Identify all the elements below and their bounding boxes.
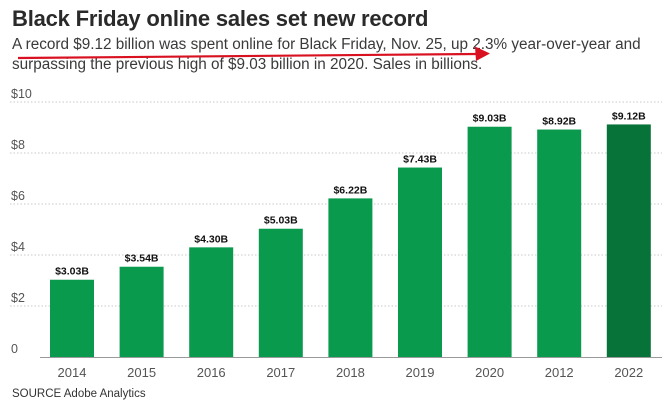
x-tick-label: 2019 bbox=[406, 365, 435, 380]
bar bbox=[119, 266, 164, 357]
y-axis-tick-labels: 0 $2 $4 $6 $8 $10 bbox=[11, 87, 32, 356]
bar-value-label: $3.03B bbox=[55, 266, 89, 278]
x-tick-label: 2016 bbox=[197, 365, 226, 380]
bar-value-label: $7.43B bbox=[403, 154, 437, 166]
y-tick-label: $4 bbox=[11, 240, 25, 254]
x-tick-label: 2022 bbox=[614, 365, 643, 380]
y-tick-label: $6 bbox=[11, 189, 25, 203]
bar bbox=[189, 247, 234, 357]
bar-value-label: $3.54B bbox=[125, 253, 159, 265]
bar bbox=[328, 198, 373, 357]
annotation-arrow-head bbox=[475, 46, 490, 61]
chart-subtitle: A record $9.12 billion was spent online … bbox=[12, 36, 641, 73]
x-tick-label: 2017 bbox=[266, 365, 295, 380]
x-tick-label: 2014 bbox=[58, 365, 87, 380]
x-tick-label: 2018 bbox=[336, 365, 365, 380]
bar-value-label: $5.03B bbox=[264, 215, 298, 227]
y-tick-label: $2 bbox=[11, 291, 25, 305]
x-tick-label: 2020 bbox=[475, 365, 504, 380]
x-axis-tick-labels: 2014 2015 2016 2017 2018 2019 2020 2012 2022 bbox=[58, 365, 644, 380]
bar bbox=[606, 124, 651, 357]
bar bbox=[537, 129, 582, 357]
bar-value-label: $6.22B bbox=[333, 184, 367, 196]
bar bbox=[467, 126, 512, 357]
bar bbox=[398, 167, 442, 357]
bar-value-labels: $3.03B $3.54B $4.30B $5.03B $6.22B $7.43B $9.0… bbox=[55, 110, 646, 277]
x-tick-label: 2015 bbox=[127, 365, 156, 380]
bar-value-label: $9.03B bbox=[473, 113, 507, 125]
bar-value-label: $9.12B bbox=[612, 110, 646, 122]
bars bbox=[50, 124, 651, 357]
y-tick-label: $10 bbox=[11, 87, 32, 101]
bar bbox=[258, 228, 303, 357]
annotation-arrow-line bbox=[17, 52, 477, 60]
y-tick-label: $8 bbox=[11, 138, 25, 152]
red-arrow-annotation bbox=[17, 46, 490, 61]
bar-value-label: $8.92B bbox=[542, 116, 576, 128]
x-tick-label: 2012 bbox=[545, 365, 574, 380]
source-note: SOURCE Adobe Analytics bbox=[12, 388, 146, 400]
chart-title: Black Friday online sales set new record bbox=[12, 6, 429, 31]
y-tick-label: 0 bbox=[11, 342, 18, 356]
bar-value-label: $4.30B bbox=[194, 233, 228, 245]
bar bbox=[50, 279, 94, 357]
